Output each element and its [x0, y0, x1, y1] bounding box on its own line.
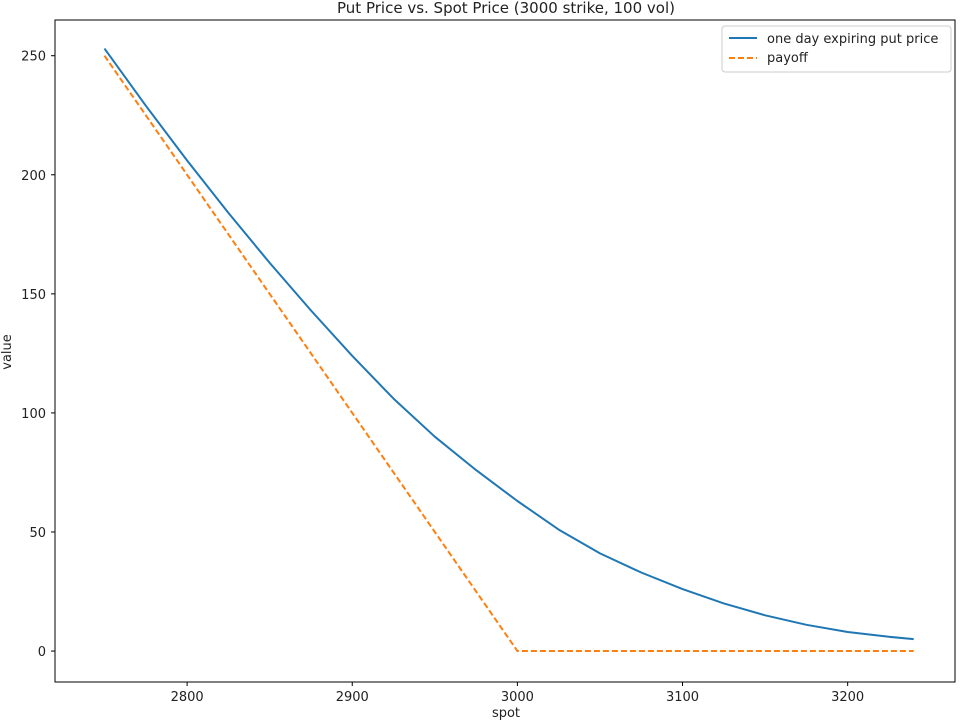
y-tick-label: 150: [21, 288, 46, 303]
legend-label-payoff: payoff: [767, 51, 809, 66]
y-axis-ticks: 0 50 100 150 200 250: [21, 50, 55, 660]
legend-label-one-day-put: one day expiring put price: [767, 32, 938, 47]
x-tick-label: 3200: [831, 690, 864, 705]
plot-area-frame: [54, 19, 956, 683]
y-tick-label: 50: [29, 526, 46, 541]
series-line-0: [103, 48, 914, 641]
chart-title: Put Price vs. Spot Price (3000 strike, 1…: [337, 0, 675, 17]
x-tick-label: 2800: [171, 690, 204, 705]
x-tick-label: 3100: [666, 690, 699, 705]
legend: one day expiring put price payoff: [721, 25, 952, 73]
x-tick-label: 3000: [501, 690, 534, 705]
series-layer: [103, 48, 914, 652]
x-tick-label: 2900: [336, 690, 369, 705]
y-tick-label: 0: [38, 645, 46, 660]
y-tick-label: 200: [21, 169, 46, 184]
legend-box: [721, 25, 952, 73]
x-axis-label: spot: [492, 706, 520, 721]
y-axis-label: value: [0, 334, 15, 370]
series-line-1: [103, 55, 914, 652]
x-axis-ticks: 2800 2900 3000 3100 3200: [171, 682, 864, 705]
y-tick-label: 100: [21, 407, 46, 422]
y-tick-label: 250: [21, 50, 46, 65]
